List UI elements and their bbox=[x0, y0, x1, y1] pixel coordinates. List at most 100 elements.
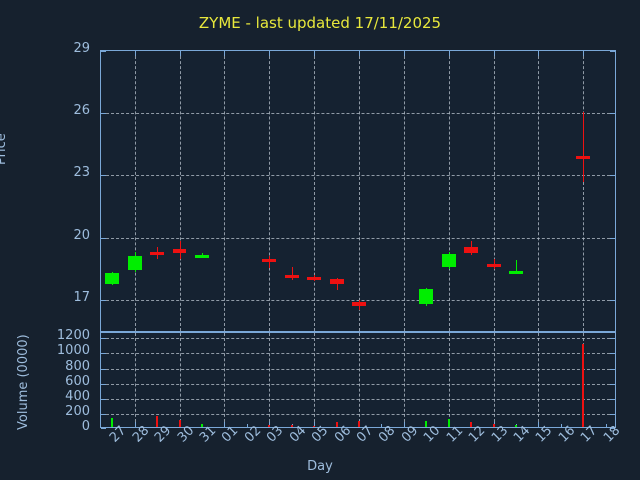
price-gridline bbox=[101, 237, 615, 239]
x-tick-mark bbox=[403, 422, 405, 427]
volume-bar bbox=[358, 421, 360, 427]
price-tick-mark bbox=[101, 175, 106, 177]
x-gridline bbox=[314, 51, 316, 331]
volume-tick-mark bbox=[610, 338, 615, 340]
volume-bar bbox=[200, 423, 203, 427]
price-gridline bbox=[101, 299, 615, 301]
volume-gridline bbox=[101, 338, 615, 340]
x-gridline bbox=[448, 51, 450, 331]
price-gridline bbox=[101, 175, 615, 177]
x-tick-mark-minor bbox=[560, 424, 562, 427]
x-tick-mark bbox=[359, 51, 360, 56]
volume-tick-mark bbox=[101, 398, 106, 400]
volume-bar bbox=[268, 424, 271, 427]
price-tick-mark bbox=[101, 113, 106, 115]
volume-tick-mark bbox=[101, 368, 106, 370]
x-gridline bbox=[403, 333, 405, 427]
x-gridline bbox=[269, 333, 271, 427]
x-tick-mark bbox=[314, 51, 316, 56]
candle-body bbox=[509, 270, 523, 274]
x-tick-mark bbox=[583, 51, 585, 56]
x-tick-mark bbox=[448, 51, 450, 56]
x-tick-mark bbox=[179, 51, 181, 56]
volume-tick-label: 1000 bbox=[56, 343, 90, 359]
x-tick-mark bbox=[538, 422, 540, 427]
volume-gridline bbox=[101, 383, 615, 385]
volume-gridline bbox=[101, 398, 615, 400]
volume-tick-mark bbox=[610, 398, 615, 400]
volume-tick-label: 800 bbox=[65, 358, 90, 374]
x-axis-title: Day bbox=[307, 459, 333, 474]
candle-body bbox=[150, 252, 165, 256]
volume-gridline bbox=[101, 353, 615, 355]
volume-tick-mark bbox=[610, 383, 615, 385]
volume-bar bbox=[447, 419, 450, 427]
x-tick-mark bbox=[134, 51, 136, 56]
price-axis-title: Price bbox=[0, 133, 9, 165]
x-tick-mark-minor bbox=[246, 424, 248, 427]
candle-body bbox=[284, 274, 299, 278]
candle-body bbox=[105, 272, 120, 285]
volume-tick-mark bbox=[101, 353, 106, 355]
x-tick-mark-minor bbox=[381, 424, 383, 427]
x-tick-mark bbox=[493, 51, 495, 56]
volume-bar bbox=[582, 343, 585, 427]
x-tick-mark-minor bbox=[605, 424, 607, 427]
price-tick-label: 17 bbox=[73, 289, 90, 305]
price-tick-label: 20 bbox=[73, 227, 90, 243]
price-tick-mark bbox=[101, 299, 106, 301]
candle-wick bbox=[291, 266, 293, 281]
x-gridline bbox=[359, 51, 360, 331]
volume-bar bbox=[492, 423, 495, 427]
candle-wick bbox=[583, 112, 585, 182]
candle-wick bbox=[336, 278, 338, 291]
price-tick-label: 26 bbox=[73, 103, 90, 119]
candle-body bbox=[262, 259, 277, 263]
x-gridline bbox=[134, 333, 136, 427]
volume-plot-area bbox=[100, 332, 616, 429]
price-tick-mark bbox=[610, 51, 615, 52]
candle-body bbox=[172, 249, 187, 254]
chart-title: ZYME - last updated 17/11/2025 bbox=[198, 14, 442, 32]
price-tick-mark bbox=[101, 237, 106, 239]
x-gridline bbox=[538, 51, 540, 331]
volume-gridline bbox=[101, 368, 615, 370]
candle-body bbox=[486, 263, 501, 267]
x-gridline bbox=[448, 333, 450, 427]
candle-body bbox=[464, 246, 479, 254]
volume-tick-label: 1200 bbox=[56, 328, 90, 344]
volume-tick-label: 600 bbox=[65, 373, 90, 389]
volume-tick-mark bbox=[101, 428, 106, 429]
x-tick-mark bbox=[269, 422, 271, 427]
price-tick-mark bbox=[610, 237, 615, 239]
price-plot-area bbox=[100, 50, 616, 332]
candle-body bbox=[195, 255, 209, 259]
x-gridline bbox=[134, 51, 136, 331]
volume-bar bbox=[470, 421, 473, 427]
volume-tick-mark bbox=[610, 428, 615, 429]
x-tick-mark bbox=[224, 51, 226, 56]
x-gridline bbox=[493, 51, 495, 331]
x-gridline bbox=[224, 333, 226, 427]
volume-tick-mark bbox=[610, 353, 615, 355]
candle-body bbox=[576, 155, 591, 159]
volume-bar bbox=[111, 418, 114, 427]
x-gridline bbox=[314, 333, 316, 427]
x-gridline bbox=[403, 51, 405, 331]
volume-bar bbox=[313, 425, 316, 427]
volume-bar bbox=[515, 425, 518, 427]
price-gridline bbox=[101, 113, 615, 115]
x-tick-mark bbox=[538, 51, 540, 56]
price-tick-label: 23 bbox=[73, 165, 90, 181]
candle-body bbox=[127, 256, 142, 270]
x-tick-mark bbox=[403, 51, 405, 56]
x-gridline bbox=[583, 51, 585, 331]
volume-gridline bbox=[101, 413, 615, 415]
x-tick-mark bbox=[314, 422, 316, 427]
volume-bar bbox=[178, 419, 181, 427]
price-tick-mark bbox=[610, 299, 615, 301]
volume-bar bbox=[290, 425, 293, 427]
volume-bar bbox=[156, 415, 159, 427]
price-tick-mark bbox=[610, 175, 615, 177]
